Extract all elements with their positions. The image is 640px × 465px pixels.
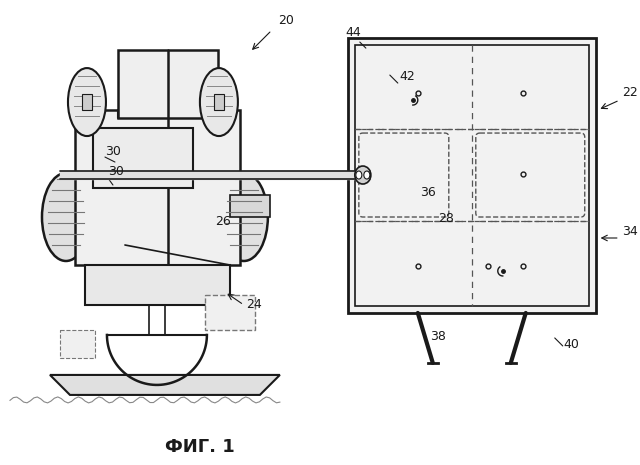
- Bar: [205, 295, 255, 330]
- Bar: [348, 38, 596, 313]
- Text: 44: 44: [346, 26, 362, 39]
- Text: 22: 22: [621, 86, 637, 99]
- Text: 28: 28: [438, 212, 454, 225]
- Polygon shape: [50, 375, 280, 395]
- Text: 20: 20: [278, 14, 294, 27]
- Bar: [230, 195, 270, 217]
- Text: 26: 26: [215, 215, 230, 228]
- Bar: [93, 128, 193, 188]
- Text: 30: 30: [105, 145, 121, 158]
- Ellipse shape: [220, 173, 268, 261]
- Bar: [118, 50, 218, 118]
- Bar: [60, 330, 95, 358]
- Text: 42: 42: [400, 70, 415, 83]
- Bar: [214, 94, 224, 110]
- Bar: [75, 110, 240, 265]
- Bar: [82, 94, 92, 110]
- Text: 40: 40: [564, 338, 580, 351]
- Bar: [355, 45, 589, 306]
- Ellipse shape: [356, 171, 362, 179]
- Ellipse shape: [200, 68, 238, 136]
- Ellipse shape: [42, 173, 90, 261]
- Text: 34: 34: [621, 225, 637, 238]
- Polygon shape: [85, 265, 230, 305]
- Text: 36: 36: [420, 186, 436, 199]
- Ellipse shape: [364, 171, 370, 179]
- Text: ФИГ. 1: ФИГ. 1: [165, 438, 235, 456]
- Text: 24: 24: [246, 298, 262, 311]
- Text: 38: 38: [430, 330, 445, 343]
- Ellipse shape: [355, 166, 371, 184]
- Text: 30: 30: [108, 165, 124, 178]
- Ellipse shape: [68, 68, 106, 136]
